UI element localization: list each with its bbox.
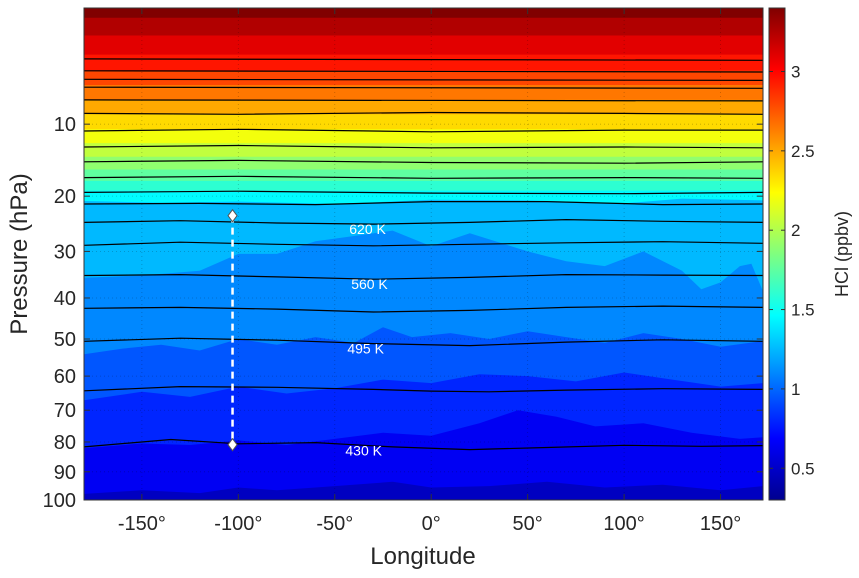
isentrope-line <box>84 144 763 149</box>
colorbar-ticks: 0.5 1 1.5 2 2.5 3 <box>769 62 815 478</box>
y-tick-label: 60 <box>54 366 76 388</box>
isentrope-label: 620 K <box>349 221 386 237</box>
isentrope-line <box>84 111 763 115</box>
y-tick-label: 70 <box>54 400 76 422</box>
y-tick-label: 80 <box>54 432 76 454</box>
x-tick-label: 50° <box>513 513 543 535</box>
x-tick-label: -150° <box>118 513 166 535</box>
isentrope-line <box>84 241 763 247</box>
y-tick-label: 50 <box>54 329 76 351</box>
colorbar-tick-label: 3 <box>791 62 800 81</box>
isentrope-line <box>84 305 763 313</box>
isentrope-line <box>84 190 763 195</box>
y-tick-label: 20 <box>54 186 76 208</box>
contour-band <box>84 481 763 500</box>
isentrope-line <box>84 58 763 61</box>
y-tick-label: 90 <box>54 462 76 484</box>
isentrope-line <box>84 128 763 133</box>
plot-frame <box>83 7 764 501</box>
y-tick-label: 40 <box>54 288 76 310</box>
isentrope-line <box>84 337 763 347</box>
contour-band <box>84 410 763 500</box>
isentrope-line <box>84 70 763 73</box>
isentrope-lines <box>84 58 763 451</box>
x-tick-label: 150° <box>700 513 741 535</box>
isentrope-line <box>84 385 763 393</box>
isentrope-labels: 620 K 560 K 495 K 430 K <box>345 221 388 458</box>
y-axis-label: Pressure (hPa) <box>6 173 33 334</box>
colorbar-tick-label: 1.5 <box>791 301 815 320</box>
x-tick-label: -50° <box>316 513 353 535</box>
y-tick-label: 10 <box>54 114 76 136</box>
y-axis-ticks: 10 20 30 40 50 60 70 80 90 100 <box>43 114 763 512</box>
x-axis-ticks: -150° -100° -50° 0° 50° 100° 150° <box>118 8 741 535</box>
x-tick-label: 0° <box>422 513 441 535</box>
isentrope-line <box>84 99 763 102</box>
isentrope-line <box>84 159 763 164</box>
isentrope-line <box>84 78 763 82</box>
colorbar-tick-label: 1 <box>791 380 800 399</box>
colorbar-label: HCl (ppbv) <box>832 211 852 297</box>
colorbar-tick-label: 2 <box>791 221 800 240</box>
colorbar <box>768 7 786 501</box>
filled-contour-bands <box>84 8 763 500</box>
isentrope-line <box>84 273 763 280</box>
isentrope-label: 495 K <box>347 340 384 356</box>
isentrope-line <box>84 218 763 225</box>
x-axis-label: Longitude <box>370 543 475 570</box>
isentrope-line <box>84 201 763 206</box>
isentrope-line <box>84 86 763 89</box>
y-tick-label: 100 <box>43 490 76 512</box>
isentrope-line <box>84 438 763 451</box>
y-tick-label: 30 <box>54 241 76 263</box>
isentrope-line <box>84 175 763 179</box>
x-tick-label: 100° <box>603 513 644 535</box>
profile-diamond-marker <box>227 208 238 223</box>
isentrope-label: 560 K <box>351 276 388 292</box>
colorbar-tick-label: 2.5 <box>791 142 815 161</box>
colorbar-tick-label: 0.5 <box>791 459 815 478</box>
profile-annotation <box>227 208 238 452</box>
isentrope-label: 430 K <box>345 442 382 458</box>
x-tick-label: -100° <box>214 513 262 535</box>
profile-diamond-marker <box>227 437 238 452</box>
